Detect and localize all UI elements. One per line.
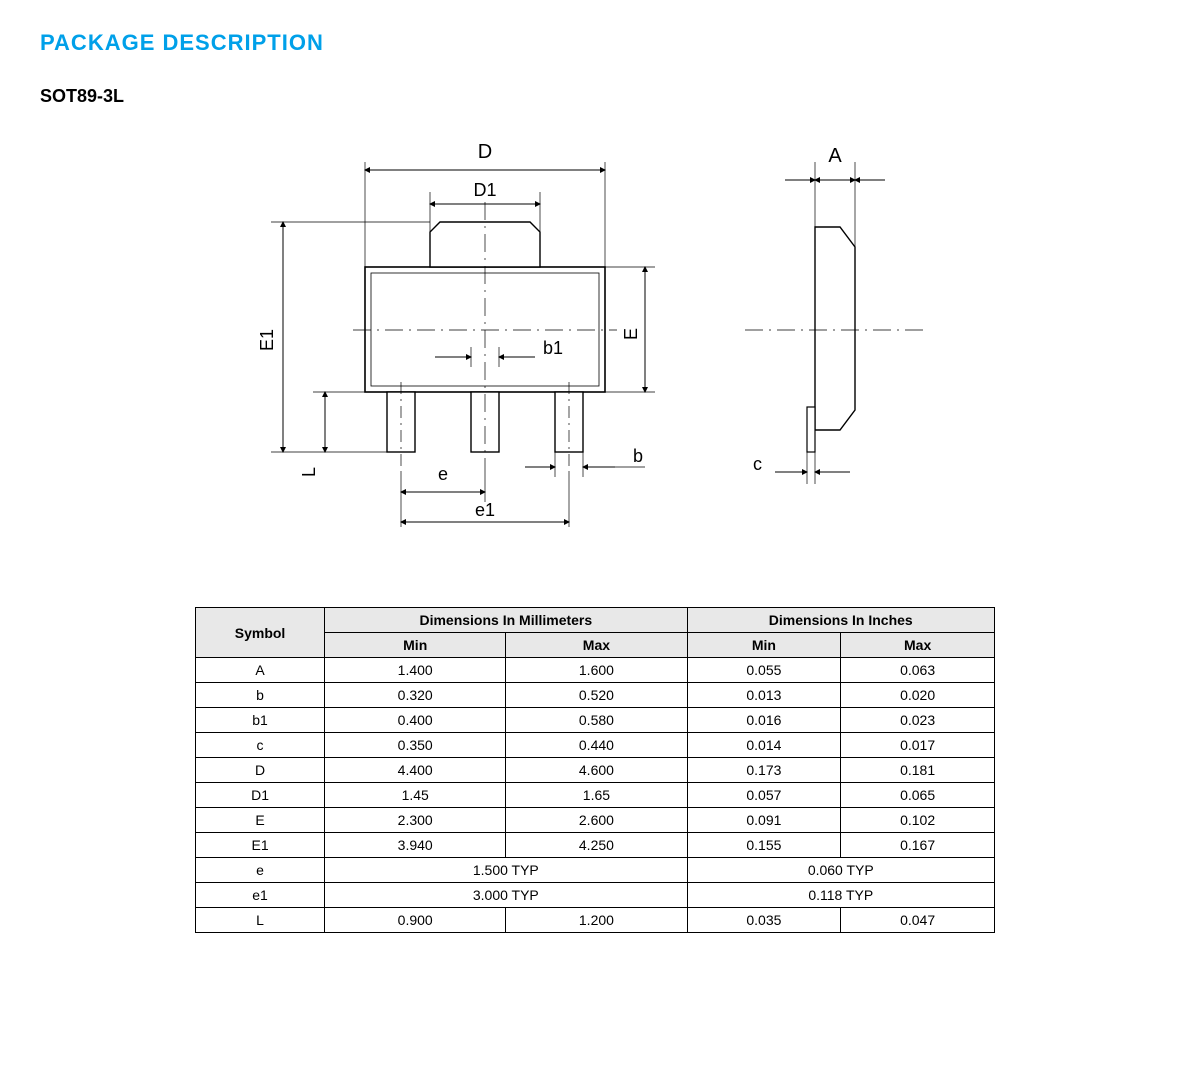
table-row: e1.500 TYP0.060 TYP (196, 858, 995, 883)
dim-label-e: e (438, 464, 448, 484)
th-mm-max: Max (506, 633, 687, 658)
table-row: L0.9001.2000.0350.047 (196, 908, 995, 933)
table-row: E2.3002.6000.0910.102 (196, 808, 995, 833)
cell-in-min: 0.057 (687, 783, 841, 808)
cell-symbol: b (196, 683, 325, 708)
th-in-min: Min (687, 633, 841, 658)
cell-mm-min: 0.400 (325, 708, 506, 733)
package-subtitle: SOT89-3L (40, 86, 1150, 107)
dim-label-A: A (828, 145, 842, 167)
dim-label-D: D (478, 141, 492, 163)
table-row: e13.000 TYP0.118 TYP (196, 883, 995, 908)
cell-mm-max: 1.65 (506, 783, 687, 808)
cell-mm-min: 3.940 (325, 833, 506, 858)
dim-label-c: c (753, 454, 762, 474)
dim-label-E: E (621, 328, 641, 340)
cell-in-span: 0.060 TYP (687, 858, 994, 883)
package-diagram: D D1 E E1 L b1 b (40, 132, 1150, 567)
dim-label-D1: D1 (473, 180, 496, 200)
cell-symbol: e1 (196, 883, 325, 908)
cell-in-max: 0.181 (841, 758, 995, 783)
cell-mm-min: 1.45 (325, 783, 506, 808)
side-view: A c (745, 145, 925, 484)
cell-mm-span: 3.000 TYP (325, 883, 687, 908)
cell-mm-span: 1.500 TYP (325, 858, 687, 883)
table-row: D4.4004.6000.1730.181 (196, 758, 995, 783)
cell-mm-max: 4.250 (506, 833, 687, 858)
cell-mm-max: 1.600 (506, 658, 687, 683)
cell-mm-max: 0.440 (506, 733, 687, 758)
cell-in-max: 0.063 (841, 658, 995, 683)
cell-symbol: A (196, 658, 325, 683)
cell-in-min: 0.035 (687, 908, 841, 933)
dim-label-b1: b1 (543, 338, 563, 358)
cell-in-max: 0.065 (841, 783, 995, 808)
cell-in-min: 0.173 (687, 758, 841, 783)
table-row: E13.9404.2500.1550.167 (196, 833, 995, 858)
th-symbol: Symbol (196, 608, 325, 658)
cell-mm-min: 2.300 (325, 808, 506, 833)
cell-in-min: 0.055 (687, 658, 841, 683)
table-row: A1.4001.6000.0550.063 (196, 658, 995, 683)
cell-in-min: 0.091 (687, 808, 841, 833)
cell-in-min: 0.014 (687, 733, 841, 758)
dim-label-E1: E1 (257, 329, 277, 351)
cell-mm-min: 1.400 (325, 658, 506, 683)
cell-mm-min: 0.350 (325, 733, 506, 758)
cell-symbol: e (196, 858, 325, 883)
dim-label-b: b (633, 446, 643, 466)
cell-symbol: E1 (196, 833, 325, 858)
cell-in-min: 0.155 (687, 833, 841, 858)
dim-label-e1: e1 (475, 500, 495, 520)
cell-in-min: 0.013 (687, 683, 841, 708)
table-row: D11.451.650.0570.065 (196, 783, 995, 808)
cell-mm-max: 4.600 (506, 758, 687, 783)
cell-mm-max: 0.580 (506, 708, 687, 733)
cell-in-span: 0.118 TYP (687, 883, 994, 908)
cell-symbol: E (196, 808, 325, 833)
cell-mm-max: 2.600 (506, 808, 687, 833)
cell-in-min: 0.016 (687, 708, 841, 733)
table-row: b10.4000.5800.0160.023 (196, 708, 995, 733)
th-mm: Dimensions In Millimeters (325, 608, 687, 633)
cell-mm-max: 1.200 (506, 908, 687, 933)
cell-in-max: 0.102 (841, 808, 995, 833)
cell-symbol: L (196, 908, 325, 933)
cell-in-max: 0.023 (841, 708, 995, 733)
cell-in-max: 0.167 (841, 833, 995, 858)
dimension-table: Symbol Dimensions In Millimeters Dimensi… (195, 607, 995, 933)
top-view: D D1 E E1 L b1 b (257, 141, 655, 527)
cell-mm-min: 0.900 (325, 908, 506, 933)
th-in-max: Max (841, 633, 995, 658)
cell-mm-min: 4.400 (325, 758, 506, 783)
dim-label-L: L (299, 467, 319, 477)
th-mm-min: Min (325, 633, 506, 658)
table-row: c0.3500.4400.0140.017 (196, 733, 995, 758)
cell-symbol: b1 (196, 708, 325, 733)
cell-mm-max: 0.520 (506, 683, 687, 708)
cell-symbol: D (196, 758, 325, 783)
cell-symbol: D1 (196, 783, 325, 808)
table-row: b0.3200.5200.0130.020 (196, 683, 995, 708)
cell-in-max: 0.017 (841, 733, 995, 758)
th-in: Dimensions In Inches (687, 608, 994, 633)
cell-symbol: c (196, 733, 325, 758)
section-title: PACKAGE DESCRIPTION (40, 30, 1150, 56)
cell-in-max: 0.020 (841, 683, 995, 708)
cell-in-max: 0.047 (841, 908, 995, 933)
cell-mm-min: 0.320 (325, 683, 506, 708)
